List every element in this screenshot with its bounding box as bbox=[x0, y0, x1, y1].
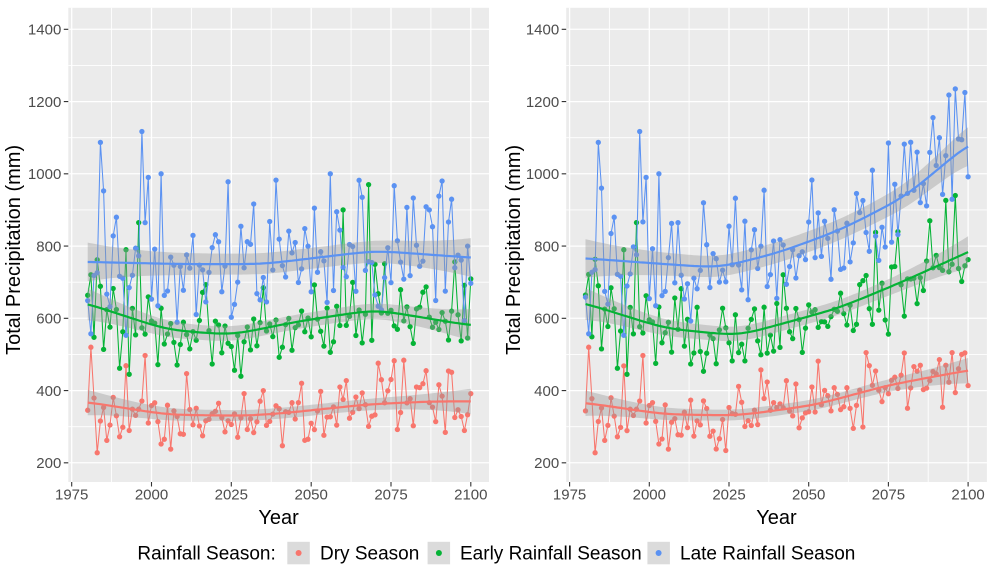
svg-text:1000: 1000 bbox=[28, 166, 61, 183]
svg-text:400: 400 bbox=[534, 383, 559, 400]
svg-text:Dry Season: Dry Season bbox=[320, 544, 419, 565]
svg-text:2100: 2100 bbox=[951, 487, 984, 504]
svg-text:1000: 1000 bbox=[526, 166, 559, 183]
svg-text:1200: 1200 bbox=[28, 94, 61, 111]
svg-text:2050: 2050 bbox=[792, 487, 825, 504]
svg-text:2075: 2075 bbox=[374, 487, 407, 504]
svg-text:2100: 2100 bbox=[454, 487, 487, 504]
svg-text:1400: 1400 bbox=[526, 22, 559, 39]
svg-text:2050: 2050 bbox=[295, 487, 328, 504]
svg-text:1200: 1200 bbox=[526, 94, 559, 111]
svg-text:Year: Year bbox=[258, 507, 299, 529]
svg-text:Early Rainfall Season: Early Rainfall Season bbox=[460, 544, 642, 565]
svg-text:2000: 2000 bbox=[633, 487, 666, 504]
svg-text:2075: 2075 bbox=[872, 487, 905, 504]
svg-text:2025: 2025 bbox=[215, 487, 248, 504]
svg-text:800: 800 bbox=[534, 239, 559, 256]
svg-text:Year: Year bbox=[756, 507, 797, 529]
svg-text:1400: 1400 bbox=[28, 22, 61, 39]
svg-text:1975: 1975 bbox=[55, 487, 88, 504]
svg-text:200: 200 bbox=[534, 455, 559, 472]
svg-text:Total Precipitation (mm): Total Precipitation (mm) bbox=[503, 145, 525, 355]
svg-text:Total Precipitation (mm): Total Precipitation (mm) bbox=[3, 145, 25, 355]
svg-text:Late Rainfall Season: Late Rainfall Season bbox=[680, 544, 855, 565]
svg-text:2000: 2000 bbox=[135, 487, 168, 504]
svg-text:2025: 2025 bbox=[712, 487, 745, 504]
svg-text:1975: 1975 bbox=[553, 487, 586, 504]
svg-text:600: 600 bbox=[534, 311, 559, 328]
svg-text:Rainfall Season:: Rainfall Season: bbox=[137, 544, 275, 565]
svg-text:600: 600 bbox=[36, 311, 61, 328]
svg-text:400: 400 bbox=[36, 383, 61, 400]
svg-text:200: 200 bbox=[36, 455, 61, 472]
svg-text:800: 800 bbox=[36, 239, 61, 256]
